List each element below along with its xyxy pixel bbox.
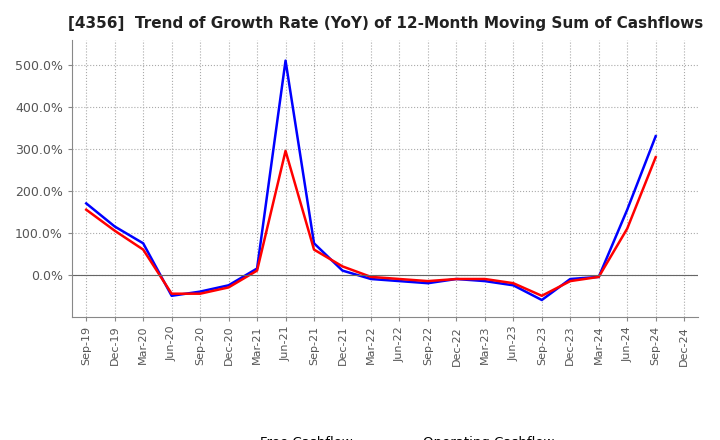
Operating Cashflow (282, 148, 290, 154)
Free Cashflow (196, 289, 204, 294)
Free Cashflow (225, 282, 233, 288)
Free Cashflow (452, 276, 461, 282)
Free Cashflow (652, 134, 660, 139)
Free Cashflow (139, 241, 148, 246)
Operating Cashflow (110, 228, 119, 233)
Free Cashflow (566, 276, 575, 282)
Operating Cashflow (225, 285, 233, 290)
Operating Cashflow (595, 274, 603, 279)
Free Cashflow (509, 282, 518, 288)
Operating Cashflow (423, 279, 432, 284)
Operating Cashflow (480, 276, 489, 282)
Operating Cashflow (310, 247, 318, 252)
Free Cashflow (623, 207, 631, 213)
Line: Operating Cashflow: Operating Cashflow (86, 151, 656, 296)
Free Cashflow (253, 266, 261, 271)
Operating Cashflow (452, 276, 461, 282)
Operating Cashflow (366, 274, 375, 279)
Free Cashflow (167, 293, 176, 298)
Free Cashflow (595, 274, 603, 279)
Free Cashflow (110, 224, 119, 229)
Free Cashflow (282, 58, 290, 63)
Operating Cashflow (167, 291, 176, 297)
Operating Cashflow (537, 293, 546, 298)
Operating Cashflow (395, 276, 404, 282)
Free Cashflow (480, 279, 489, 284)
Free Cashflow (310, 241, 318, 246)
Free Cashflow (338, 268, 347, 273)
Free Cashflow (423, 281, 432, 286)
Operating Cashflow (652, 154, 660, 160)
Legend: Free Cashflow, Operating Cashflow: Free Cashflow, Operating Cashflow (211, 431, 559, 440)
Line: Free Cashflow: Free Cashflow (86, 61, 656, 300)
Free Cashflow (82, 201, 91, 206)
Free Cashflow (395, 279, 404, 284)
Operating Cashflow (623, 226, 631, 231)
Operating Cashflow (253, 268, 261, 273)
Free Cashflow (366, 276, 375, 282)
Operating Cashflow (196, 291, 204, 297)
Operating Cashflow (566, 279, 575, 284)
Operating Cashflow (509, 281, 518, 286)
Operating Cashflow (82, 207, 91, 213)
Operating Cashflow (338, 264, 347, 269)
Free Cashflow (537, 297, 546, 303)
Operating Cashflow (139, 247, 148, 252)
Title: [4356]  Trend of Growth Rate (YoY) of 12-Month Moving Sum of Cashflows: [4356] Trend of Growth Rate (YoY) of 12-… (68, 16, 703, 32)
